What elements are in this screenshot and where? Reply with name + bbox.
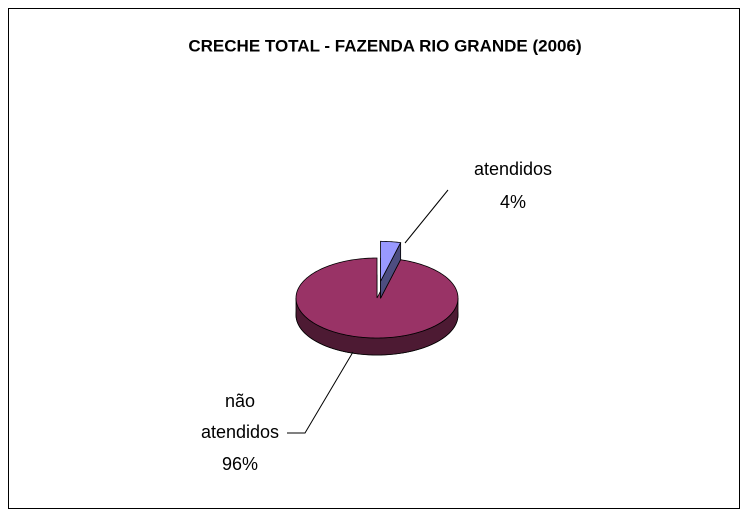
slice-value-label: 96% [222,454,258,474]
slice-value-label: 4% [500,192,526,212]
slice-label: atendidos [474,159,552,179]
leader-line [287,351,354,434]
pie-slice [295,257,459,339]
chart-title: CRECHE TOTAL - FAZENDA RIO GRANDE (2006) [188,36,581,55]
pie-slice [380,240,402,282]
slice-label: não atendidos [201,391,279,442]
leader-line [404,189,449,244]
